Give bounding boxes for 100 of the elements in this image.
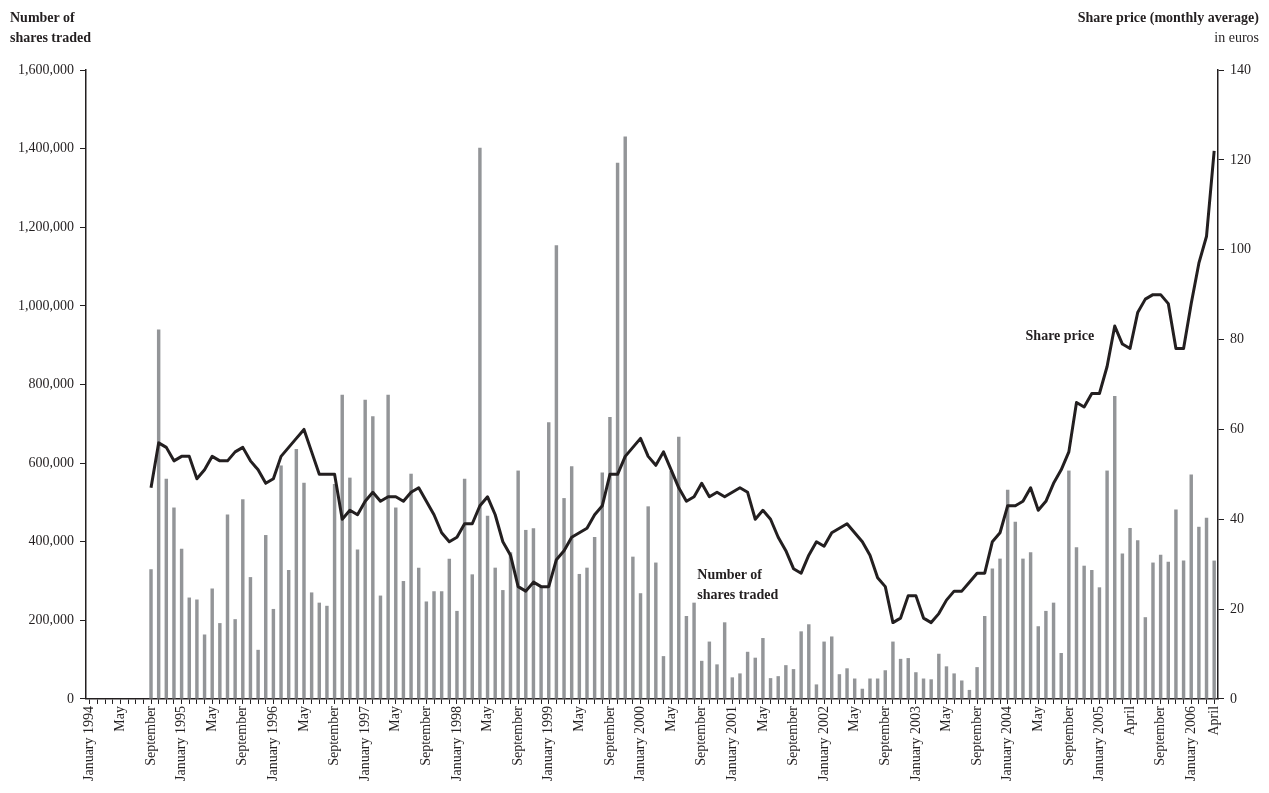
bar xyxy=(1044,610,1048,699)
bar xyxy=(845,668,849,699)
x-tick-label: September xyxy=(968,705,984,766)
y-axis-title: Number of shares traded xyxy=(10,10,92,45)
y2-axis-title: Share price (monthly average) xyxy=(1077,10,1260,26)
bar xyxy=(1059,652,1063,699)
x-tick-label: September xyxy=(601,705,617,766)
bar xyxy=(516,470,520,699)
bar xyxy=(868,678,872,699)
x-tick-label: May xyxy=(112,705,128,732)
bar xyxy=(929,679,933,699)
bar xyxy=(1090,570,1094,699)
bar xyxy=(799,631,803,699)
bar xyxy=(501,590,505,699)
y2-tick-label: 140 xyxy=(1230,61,1251,77)
x-tick-label: September xyxy=(418,705,434,766)
bar xyxy=(233,619,237,699)
y-tick-label: 1,400,000 xyxy=(18,140,74,156)
bar xyxy=(776,676,780,699)
bar xyxy=(325,605,329,699)
bar xyxy=(302,482,306,699)
y-tick-label: 200,000 xyxy=(28,612,74,628)
bar xyxy=(1197,526,1201,699)
x-tick-label: January 2001 xyxy=(723,705,739,782)
bar xyxy=(493,567,497,699)
bar xyxy=(409,473,413,699)
bar xyxy=(279,465,283,699)
x-tick-label: April xyxy=(1205,705,1221,736)
bar xyxy=(539,586,543,699)
bar xyxy=(692,602,696,699)
y2-tick-label: 80 xyxy=(1230,331,1244,347)
bar xyxy=(1212,560,1216,699)
x-tick-label: April xyxy=(1121,705,1137,736)
y-tick-label: 400,000 xyxy=(28,533,74,549)
x-tick-label: January 2004 xyxy=(999,705,1015,782)
x-tick-label: January 2006 xyxy=(1182,705,1198,782)
bar xyxy=(998,558,1002,699)
x-tick-label: September xyxy=(1152,705,1168,766)
bar xyxy=(218,623,222,699)
bar xyxy=(715,664,719,699)
x-tick-label: May xyxy=(938,705,954,732)
bar xyxy=(371,416,375,699)
bar xyxy=(478,147,482,699)
bar xyxy=(524,529,528,699)
bar xyxy=(952,673,956,699)
bar xyxy=(631,556,635,699)
bar xyxy=(363,399,367,699)
y-tick-label: 1,600,000 xyxy=(18,61,74,77)
y2-tick-label: 60 xyxy=(1230,421,1244,437)
bar xyxy=(807,624,811,699)
bar xyxy=(608,417,612,699)
y-tick-label: 1,000,000 xyxy=(18,297,74,313)
x-tick-label: January 1998 xyxy=(448,705,464,782)
x-tick-label: May xyxy=(387,705,403,732)
bar xyxy=(149,569,153,699)
bar xyxy=(738,673,742,699)
bar xyxy=(646,506,650,699)
x-tick-label: September xyxy=(693,705,709,766)
bar xyxy=(562,498,566,699)
x-tick-label: May xyxy=(1029,705,1045,732)
x-tick-label: September xyxy=(1060,705,1076,766)
bar xyxy=(822,641,826,699)
x-tick-label: January 2005 xyxy=(1091,705,1107,782)
x-tick-label: May xyxy=(662,705,678,732)
bar xyxy=(761,638,765,699)
y2-tick-label: 120 xyxy=(1230,151,1251,167)
bar xyxy=(784,665,788,699)
x-tick-label: January 1996 xyxy=(265,705,281,782)
bar xyxy=(1128,527,1132,699)
x-tick-label: January 1995 xyxy=(173,705,189,782)
y2-tick-label: 20 xyxy=(1230,600,1244,616)
x-tick-label: September xyxy=(876,705,892,766)
bar xyxy=(432,591,436,699)
series-label: Number of shares traded xyxy=(697,567,779,603)
bar xyxy=(937,653,941,699)
bar xyxy=(455,610,459,699)
x-tick-label: January 1994 xyxy=(81,705,97,782)
bar xyxy=(1105,470,1109,699)
x-tick-label: January 2000 xyxy=(632,705,648,782)
y2-tick-label: 0 xyxy=(1230,690,1237,706)
bar xyxy=(1082,565,1086,699)
x-tick-label: September xyxy=(785,705,801,766)
y2-tick-label: 40 xyxy=(1230,510,1244,526)
x-tick-label: May xyxy=(479,705,495,732)
bar xyxy=(256,649,260,699)
y-tick-label: 1,200,000 xyxy=(18,218,74,234)
y-tick-label: 600,000 xyxy=(28,454,74,470)
x-tick-label: May xyxy=(571,705,587,732)
series-label: Share price xyxy=(1025,328,1095,344)
bar xyxy=(1067,470,1071,699)
bar xyxy=(891,641,895,699)
x-tick-label: May xyxy=(754,705,770,732)
x-tick-label: January 1997 xyxy=(356,705,372,782)
bar xyxy=(348,477,352,699)
bar xyxy=(1174,509,1178,699)
x-tick-label: September xyxy=(142,705,158,766)
x-tick-label: January 2003 xyxy=(907,705,923,782)
x-tick-label: May xyxy=(295,705,311,732)
bar xyxy=(210,588,214,699)
x-tick-label: January 2002 xyxy=(815,705,831,782)
